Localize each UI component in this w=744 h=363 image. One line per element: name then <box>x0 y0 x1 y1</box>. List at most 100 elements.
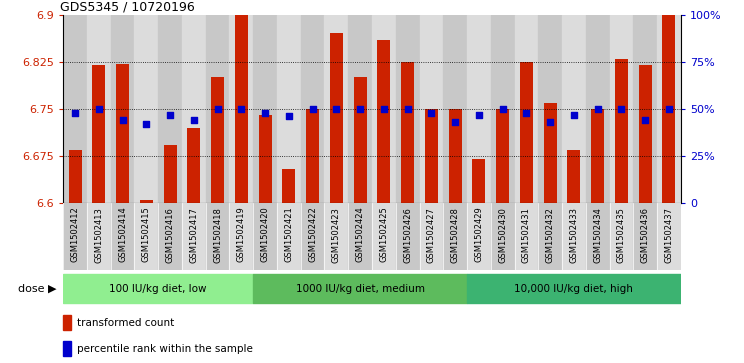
Bar <box>568 150 580 203</box>
Bar <box>306 109 319 203</box>
Bar <box>87 203 111 270</box>
Point <box>212 106 224 112</box>
Bar <box>158 203 182 270</box>
Point <box>402 106 414 112</box>
Bar <box>63 341 71 356</box>
Text: GSM1502436: GSM1502436 <box>641 207 650 263</box>
Point <box>663 106 675 112</box>
Bar <box>277 15 301 203</box>
Text: GSM1502419: GSM1502419 <box>237 207 246 262</box>
Bar <box>425 109 438 203</box>
Bar <box>467 274 681 303</box>
Point <box>69 110 81 115</box>
Bar <box>443 203 467 270</box>
Point <box>473 112 485 118</box>
Point <box>141 121 153 127</box>
Text: 10,000 IU/kg diet, high: 10,000 IU/kg diet, high <box>514 284 633 294</box>
Bar <box>348 203 372 270</box>
Text: GSM1502428: GSM1502428 <box>451 207 460 262</box>
Bar <box>229 15 253 203</box>
Bar <box>638 65 652 203</box>
Text: 100 IU/kg diet, low: 100 IU/kg diet, low <box>109 284 207 294</box>
Bar <box>591 109 604 203</box>
Point <box>544 119 556 125</box>
Text: GSM1502433: GSM1502433 <box>569 207 578 263</box>
Bar <box>372 203 396 270</box>
Bar <box>277 203 301 270</box>
Bar <box>633 15 657 203</box>
Bar <box>182 203 206 270</box>
Text: GSM1502418: GSM1502418 <box>213 207 222 262</box>
Text: GSM1502437: GSM1502437 <box>664 207 673 263</box>
Text: GSM1502431: GSM1502431 <box>522 207 531 262</box>
Bar <box>586 203 609 270</box>
Text: GSM1502432: GSM1502432 <box>545 207 554 262</box>
Bar <box>211 77 224 203</box>
Text: GSM1502427: GSM1502427 <box>427 207 436 262</box>
Text: GSM1502421: GSM1502421 <box>284 207 293 262</box>
Bar <box>282 169 295 203</box>
Text: GSM1502415: GSM1502415 <box>142 207 151 262</box>
Bar <box>662 15 676 203</box>
Bar <box>633 203 657 270</box>
Bar <box>63 274 253 303</box>
Bar <box>467 15 491 203</box>
Text: GSM1502425: GSM1502425 <box>379 207 388 262</box>
Bar <box>472 159 485 203</box>
Text: GSM1502429: GSM1502429 <box>475 207 484 262</box>
Point <box>378 106 390 112</box>
Text: GSM1502422: GSM1502422 <box>308 207 317 262</box>
Bar <box>63 315 71 330</box>
Bar <box>491 15 515 203</box>
Point <box>639 117 651 123</box>
Text: 1000 IU/kg diet, medium: 1000 IU/kg diet, medium <box>295 284 425 294</box>
Bar <box>491 203 515 270</box>
Bar <box>259 115 272 203</box>
Point <box>259 110 271 115</box>
Text: GSM1502423: GSM1502423 <box>332 207 341 262</box>
Bar <box>324 15 348 203</box>
Bar <box>586 15 609 203</box>
Bar <box>87 15 111 203</box>
Text: GSM1502414: GSM1502414 <box>118 207 127 262</box>
Bar <box>544 103 557 203</box>
Text: GSM1502430: GSM1502430 <box>498 207 507 262</box>
Point <box>283 114 295 119</box>
Bar <box>562 15 586 203</box>
Point <box>497 106 509 112</box>
Bar <box>229 203 253 270</box>
Bar <box>111 15 135 203</box>
Text: GSM1502434: GSM1502434 <box>593 207 602 262</box>
Text: GDS5345 / 10720196: GDS5345 / 10720196 <box>60 0 195 13</box>
Bar <box>496 109 509 203</box>
Bar <box>377 40 391 203</box>
Bar <box>182 15 206 203</box>
Bar <box>396 15 420 203</box>
Bar <box>116 64 129 203</box>
Bar <box>443 15 467 203</box>
Text: transformed count: transformed count <box>77 318 174 328</box>
Point <box>93 106 105 112</box>
Text: GSM1502435: GSM1502435 <box>617 207 626 262</box>
Bar <box>63 15 87 203</box>
Text: GSM1502426: GSM1502426 <box>403 207 412 262</box>
Bar <box>92 65 106 203</box>
Point <box>521 110 533 115</box>
Bar <box>187 128 200 203</box>
Bar <box>420 15 443 203</box>
Bar <box>538 15 562 203</box>
Bar <box>301 203 324 270</box>
Point <box>307 106 318 112</box>
Bar <box>206 15 229 203</box>
Bar <box>63 203 87 270</box>
Point <box>354 106 366 112</box>
Bar <box>538 203 562 270</box>
Bar <box>562 203 586 270</box>
Bar <box>609 203 633 270</box>
Bar <box>449 109 462 203</box>
Text: GSM1502412: GSM1502412 <box>71 207 80 262</box>
Bar <box>353 77 367 203</box>
Bar <box>135 203 158 270</box>
Point <box>615 106 627 112</box>
Bar <box>372 15 396 203</box>
